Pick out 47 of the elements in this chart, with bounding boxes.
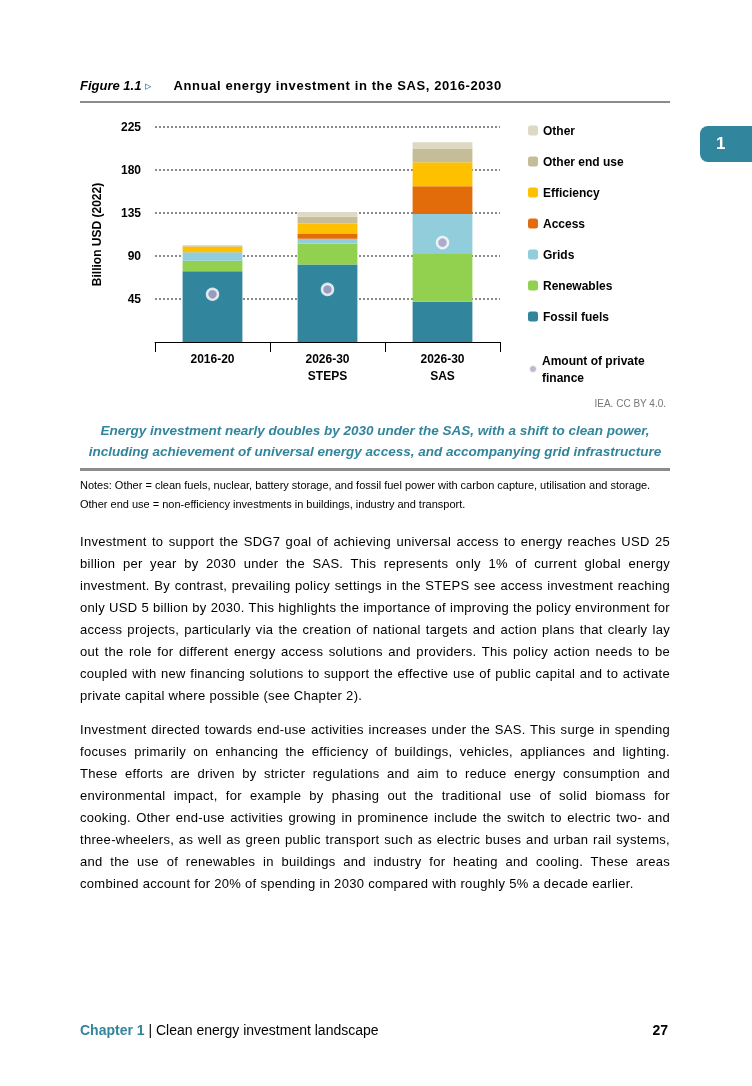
y-tick-label: 90 <box>127 249 142 263</box>
legend-label: Renewables <box>543 278 613 293</box>
legend-label: Amount of private finance <box>542 353 645 385</box>
bar <box>297 216 358 224</box>
text: Investment to support the SDG7 goal of achieving universal access to energy reaches USD 25 billion per year by 2030 under the SAS. This represents only 1% of current global energy investment. By contrast, prevailing policy settings in the STEPS see access investment reaching only USD 5 billion by 2030. This highlights the importance of improving the policy environment for access projects, particularly via the creation of national targets and action plans that clearly lay out the role for different energy access solutions and providers. This policy action needs to be coupled with new financing solutions to support the effective use of public capital and to activate private capital where possible (see Chapter 2). <box>80 533 670 705</box>
chart-title: Figure 1.1 ▹ Annual energy investment in the SAS, 2016-2030 <box>80 78 502 93</box>
text: IEA. CC BY 4.0. <box>594 398 666 409</box>
point <box>205 287 220 301</box>
legend-label: Fossil fuels <box>543 309 610 324</box>
bar <box>412 301 473 342</box>
bar <box>412 186 473 214</box>
y-tick-label: 180 <box>120 163 142 177</box>
legend-label: Other <box>543 123 576 138</box>
legend-label: Efficiency <box>543 185 601 200</box>
bar <box>412 213 473 255</box>
x-tick-label: 2016-20 <box>190 351 235 366</box>
x-tick-label: 2026-30 STEPS <box>305 351 350 383</box>
bar <box>182 246 243 253</box>
bar <box>412 162 473 187</box>
y-axis-title: Billion USD (2022) <box>90 182 104 287</box>
bar <box>297 264 358 342</box>
point <box>320 282 335 297</box>
bar <box>412 142 473 149</box>
x-tick-label: 2026-30 SAS <box>420 351 465 383</box>
bar <box>412 254 473 302</box>
y-tick-label: 45 <box>127 292 142 306</box>
bar <box>182 271 243 342</box>
bar <box>297 212 358 217</box>
legend-label: Grids <box>543 247 575 262</box>
bar <box>297 223 358 235</box>
y-tick-label: 135 <box>120 206 142 220</box>
bar <box>412 148 473 163</box>
legend-label: Other end use <box>543 154 625 169</box>
text: Energy investment nearly doubles by 2030 under the SAS, with a shift to clean power, including achievement of universal energy access, and accompanying grid infrastructure <box>80 420 670 471</box>
bar <box>297 238 358 244</box>
y-tick-label: 225 <box>120 120 142 134</box>
text: Notes: Other = clean fuels, nuclear, battery storage, and fossil fuel power with carbon capture, utilisation and storage. Other end use = non-efficiency investments in buildings, industry and transport. <box>80 478 652 512</box>
text: 27 <box>652 1022 668 1038</box>
bar <box>182 260 243 272</box>
point <box>435 235 450 250</box>
bar <box>297 243 358 265</box>
text: Chapter 1 | Clean energy investment landscape <box>80 1022 379 1038</box>
bar <box>182 252 243 261</box>
text: 1 <box>700 126 752 162</box>
text: Investment directed towards end-use activities increases under the SAS. This surge in spending focuses primarily on enhancing the efficiency of buildings, vehicles, appliances and lighting. These efforts are driven by stricter regulations and aim to reduce energy consumption and environmental impact, for example by phasing out the traditional use of solid biomass for cooking. Other end-use activities growing in prominence include the switch to electric two- and three-wheelers, as well as green public transport such as electric buses and urban rail systems, and the use of renewables in buildings and industry for heating and cooling. These areas combined account for 20% of spending in 2030 compared with roughly 5% a decade earlier. <box>80 721 670 893</box>
bar <box>297 234 358 239</box>
legend-label: Access <box>543 216 586 231</box>
